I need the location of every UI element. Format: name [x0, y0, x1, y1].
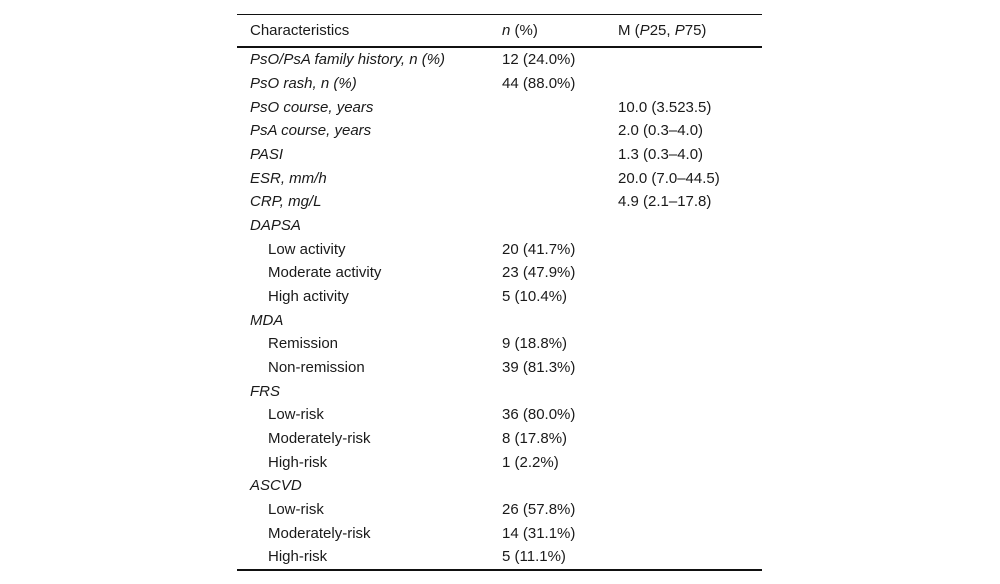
row-label: PsO course, years — [250, 98, 374, 116]
row-label: Moderate activity — [268, 264, 382, 282]
row-n-value: 12 (24.0%) — [502, 51, 576, 69]
table-body: PsO/PsA family history, n (%) 12 (24.0%)… — [237, 48, 762, 569]
row-label: Moderately-risk — [268, 524, 371, 542]
row-label: High-risk — [268, 548, 328, 566]
table-row: PASI 1.3 (0.3–4.0) — [237, 143, 762, 167]
row-n-value: 5 (11.1%) — [502, 548, 566, 566]
row-label: Low-risk — [268, 406, 324, 424]
row-n-value: 8 (17.8%) — [502, 430, 568, 448]
row-n-value: 36 (80.0%) — [502, 406, 576, 424]
section-label: ASCVD — [250, 477, 302, 495]
header-p75-italic: P — [674, 22, 685, 39]
row-label: Non-remission — [268, 359, 365, 377]
table-section-row: MDA — [237, 308, 762, 332]
table-row: Non-remission 39 (81.3%) — [237, 356, 762, 380]
row-n-value: 44 (88.0%) — [502, 75, 576, 92]
row-m-value: 1.3 (0.3–4.0) — [618, 146, 704, 164]
row-label: High activity — [268, 288, 349, 306]
table-row: Moderate activity 23 (47.9%) — [237, 261, 762, 285]
row-n-value: 14 (31.1%) — [502, 524, 576, 542]
row-label: CRP, mg/L — [250, 193, 322, 211]
row-n-value: 20 (41.7%) — [502, 240, 576, 258]
table-row: PsA course, years 2.0 (0.3–4.0) — [237, 119, 762, 143]
table-row: CRP, mg/L 4.9 (2.1–17.8) — [237, 190, 762, 214]
row-label: PsO/PsA family history, n (%) — [250, 51, 446, 69]
row-m-value: 10.0 (3.523.5) — [618, 98, 712, 116]
table-row: Low activity 20 (41.7%) — [237, 237, 762, 261]
table-section-row: DAPSA — [237, 214, 762, 238]
header-p25-italic: P — [639, 22, 650, 39]
row-m-value: 4.9 (2.1–17.8) — [618, 193, 712, 211]
table-row: Remission 9 (18.8%) — [237, 332, 762, 356]
row-n-value: 26 (57.8%) — [502, 501, 576, 519]
row-label: High-risk — [268, 453, 328, 471]
row-label: Low-risk — [268, 501, 324, 519]
table-row: PsO course, years 10.0 (3.523.5) — [237, 95, 762, 119]
row-label: PASI — [250, 146, 284, 164]
column-header-n-percent: n (%) — [502, 23, 618, 38]
column-header-characteristics: Characteristics — [250, 22, 350, 39]
table-row: ESR, mm/h 20.0 (7.0–44.5) — [237, 166, 762, 190]
row-label: PsO rash, n (%) — [250, 75, 357, 92]
row-n-value: 1 (2.2%) — [502, 453, 559, 471]
header-m-pre: M ( — [618, 22, 640, 39]
header-q3: 75) — [684, 22, 707, 39]
table-section-row: ASCVD — [237, 474, 762, 498]
characteristics-table: Characteristics n (%) M (P25, P75) PsO/P… — [237, 14, 762, 571]
row-label: Moderately-risk — [268, 430, 371, 448]
table-header-row: Characteristics n (%) M (P25, P75) — [237, 15, 762, 48]
table-row: Moderately-risk 8 (17.8%) — [237, 427, 762, 451]
row-n-value: 5 (10.4%) — [502, 288, 568, 306]
row-label: Low activity — [268, 240, 346, 258]
row-n-value: 23 (47.9%) — [502, 264, 576, 282]
table-row: Low-risk 26 (57.8%) — [237, 498, 762, 522]
header-n-italic: n — [502, 22, 511, 39]
table-row: High activity 5 (10.4%) — [237, 285, 762, 309]
header-q1: 25, — [649, 22, 675, 39]
section-label: DAPSA — [250, 217, 301, 235]
table-row: Moderately-risk 14 (31.1%) — [237, 521, 762, 545]
table-row: PsO/PsA family history, n (%) 12 (24.0%) — [237, 48, 762, 72]
table-row: PsO rash, n (%) 44 (88.0%) — [237, 72, 762, 96]
table-row: Low-risk 36 (80.0%) — [237, 403, 762, 427]
row-m-value: 2.0 (0.3–4.0) — [618, 122, 704, 140]
row-n-value: 9 (18.8%) — [502, 335, 568, 353]
row-label: PsA course, years — [250, 122, 372, 140]
section-label: FRS — [250, 382, 280, 400]
section-label: MDA — [250, 311, 284, 329]
header-n-rest: (%) — [510, 22, 538, 39]
row-n-value: 39 (81.3%) — [502, 359, 576, 377]
table-row: High-risk 5 (11.1%) — [237, 545, 762, 569]
table-section-row: FRS — [237, 379, 762, 403]
table-row: High-risk 1 (2.2%) — [237, 450, 762, 474]
row-m-value: 20.0 (7.0–44.5) — [618, 169, 720, 187]
row-label: ESR, mm/h — [250, 169, 327, 187]
column-header-median-p25-p75: M (P25, P75) — [618, 23, 762, 38]
row-label: Remission — [268, 335, 339, 353]
